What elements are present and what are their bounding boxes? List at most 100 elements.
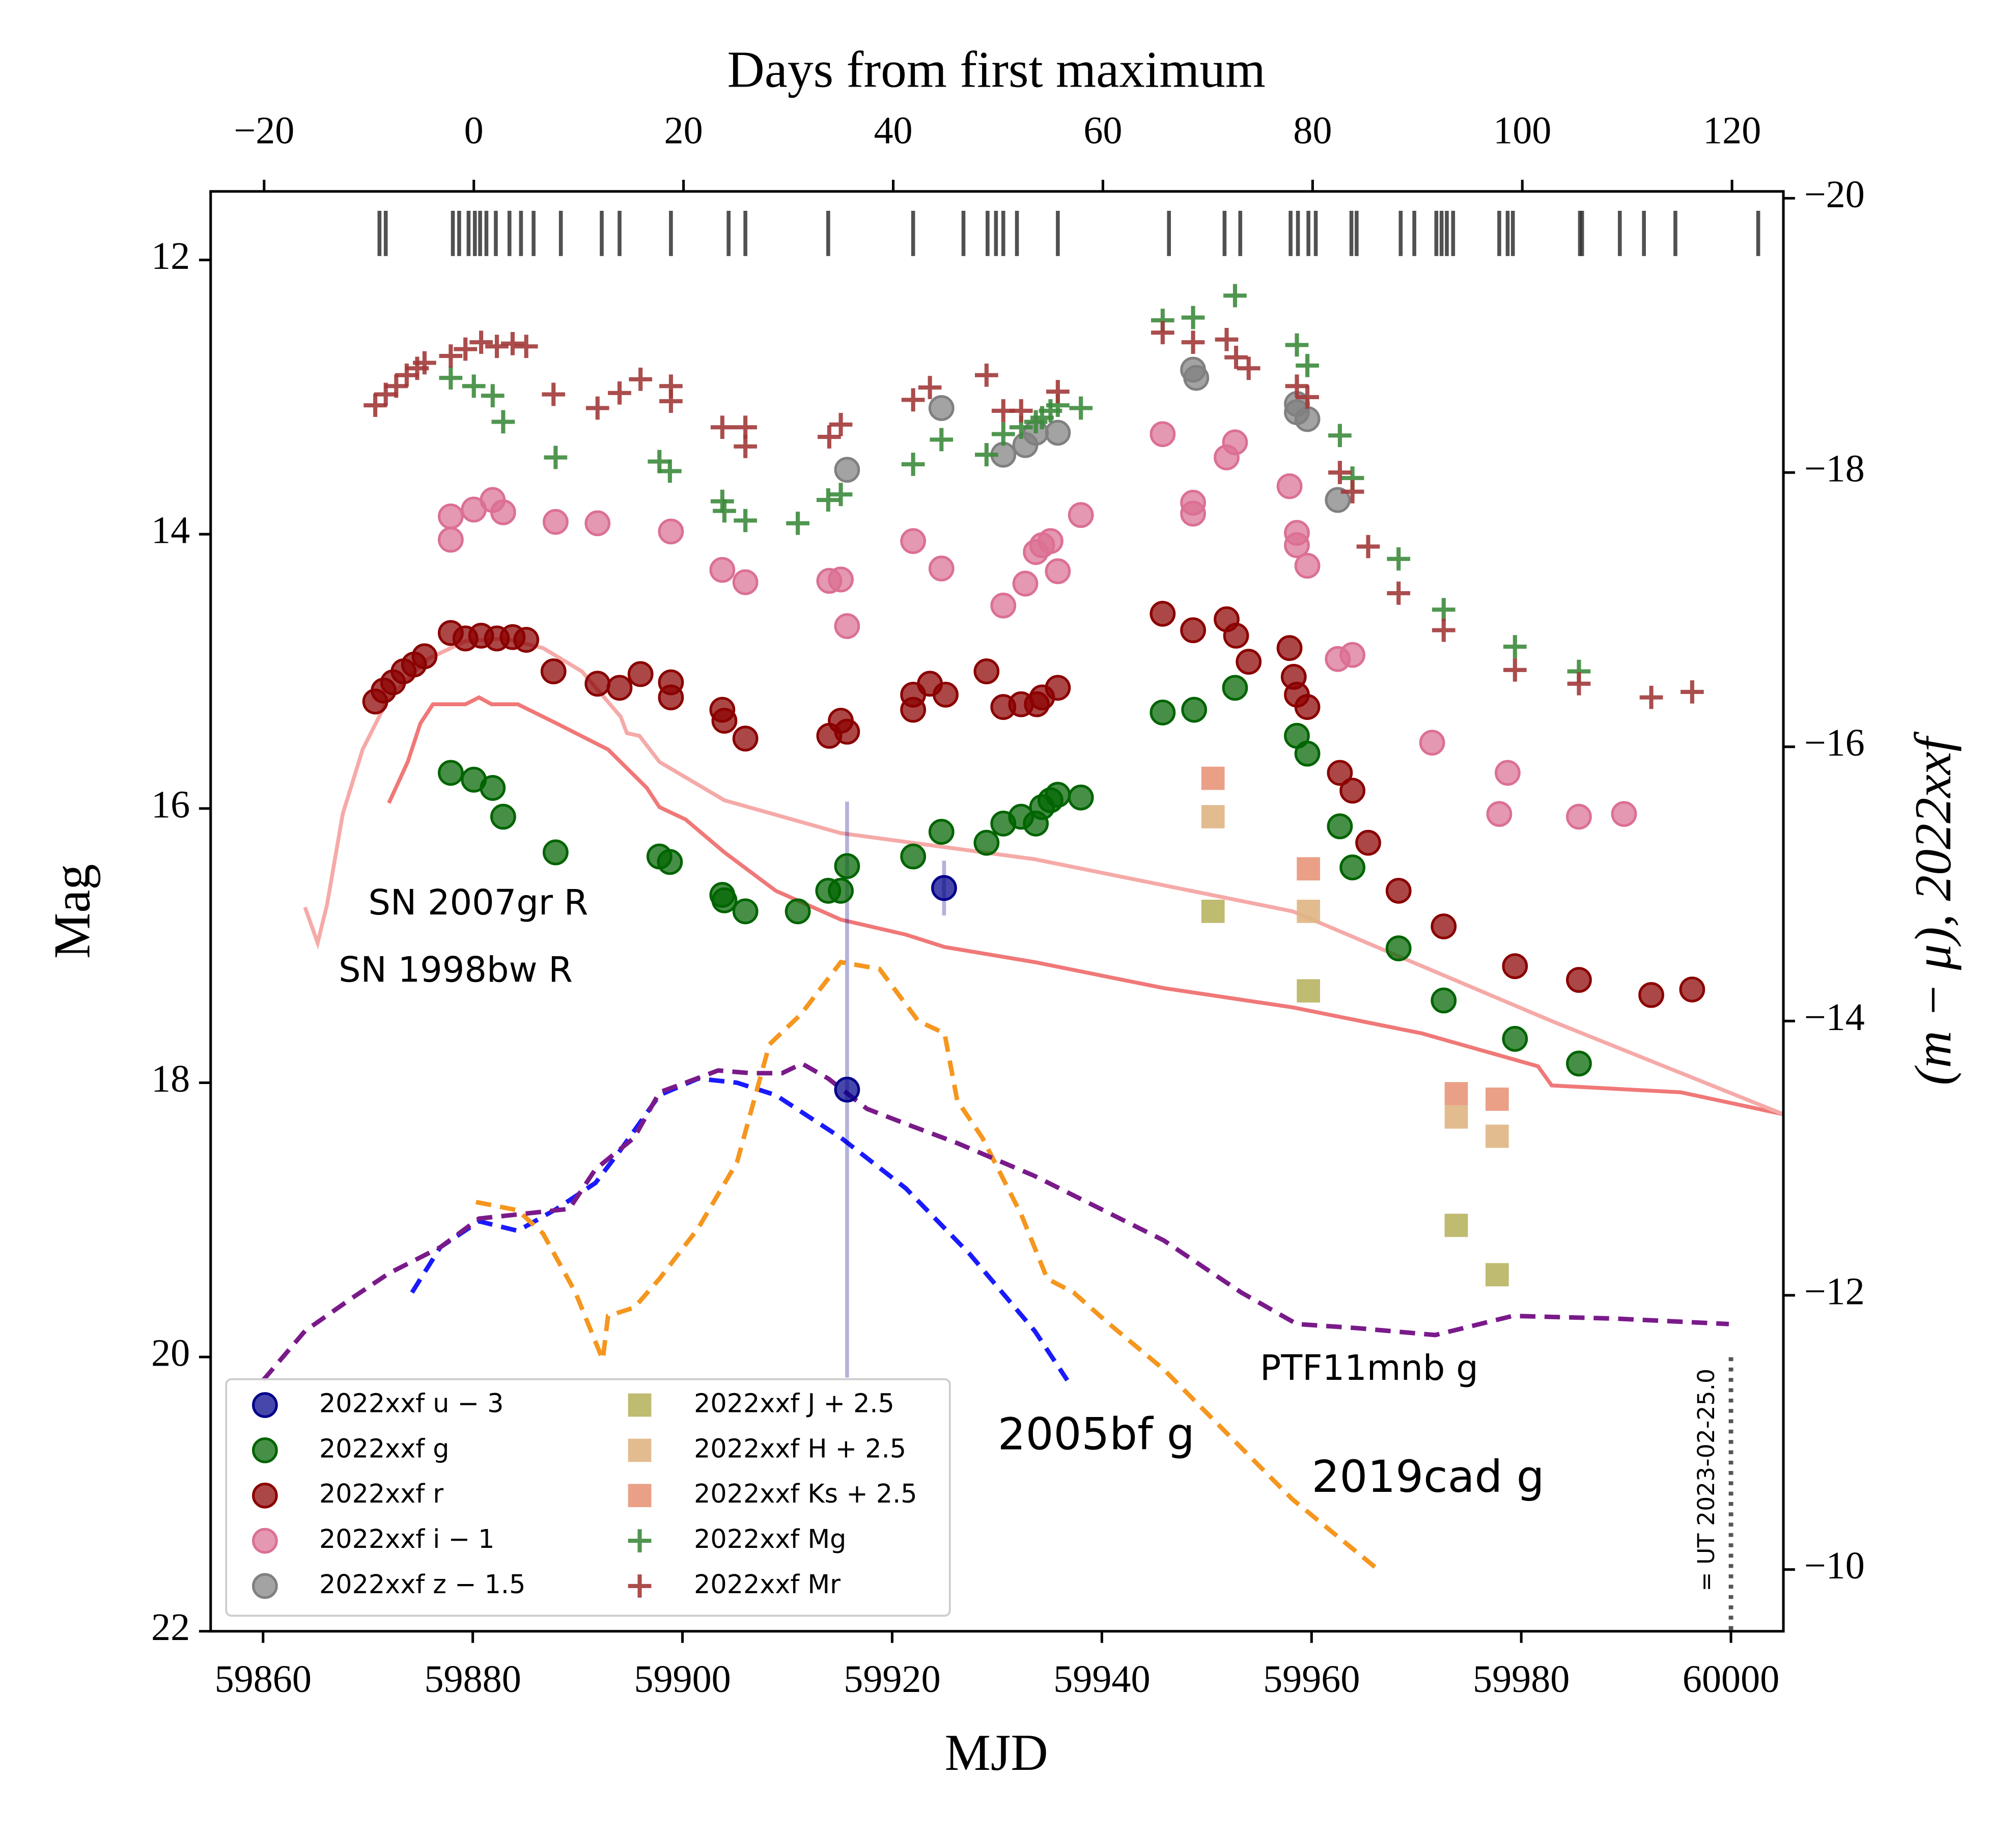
data-point [1681, 680, 1704, 704]
data-point [1294, 552, 1321, 579]
data-point [732, 726, 759, 752]
legend-marker [628, 1574, 652, 1598]
y-tick-label: 12 [151, 235, 190, 277]
data-point [1180, 501, 1206, 527]
data-point [469, 330, 493, 354]
data-point [1502, 1025, 1528, 1052]
data-point [1201, 805, 1225, 828]
template-line [261, 1061, 1729, 1382]
data-point [1385, 878, 1412, 904]
top-x-tick-label: −20 [234, 109, 294, 152]
data-point [834, 718, 860, 745]
y-tick-label: 16 [151, 783, 190, 826]
data-point [542, 382, 566, 406]
data-point [454, 337, 478, 361]
data-point [900, 697, 927, 723]
template-label: 2005bf g [998, 1409, 1195, 1460]
data-point [1046, 380, 1070, 403]
plot-frame [209, 190, 1785, 1633]
y2-tick-label: −10 [1804, 1544, 1865, 1587]
data-point [1181, 330, 1205, 354]
legend-marker [252, 1573, 278, 1599]
data-point [608, 381, 631, 405]
data-point [928, 819, 955, 845]
data-point [1223, 623, 1249, 649]
data-point [1355, 829, 1381, 856]
legend-label: 2022xxf Ks + 2.5 [694, 1479, 917, 1509]
data-point [1639, 685, 1663, 709]
data-point [918, 376, 942, 399]
x-tick-label: 59960 [1263, 1658, 1360, 1701]
data-point [627, 661, 654, 687]
data-point [933, 681, 959, 708]
data-point [1296, 354, 1319, 377]
data-point [659, 390, 683, 413]
data-point [1567, 672, 1591, 696]
legend-label: 2022xxf H + 2.5 [694, 1433, 906, 1463]
legend-marker [252, 1437, 278, 1463]
data-point [438, 526, 464, 553]
top-x-tick-label: 120 [1703, 109, 1761, 152]
data-point [1296, 385, 1319, 409]
data-point [462, 374, 486, 398]
reference-label: = UT 2023-02-25.0 [1693, 1369, 1720, 1592]
data-point [785, 898, 811, 925]
data-point [1328, 424, 1352, 448]
y2-tick-label: −20 [1804, 173, 1865, 216]
x-tick-label: 59940 [1053, 1658, 1150, 1701]
legend-marker [252, 1392, 278, 1418]
data-point [544, 446, 568, 469]
data-point [438, 503, 464, 530]
data-point [930, 428, 954, 452]
legend-marker [628, 1529, 652, 1552]
data-point [1150, 601, 1176, 627]
data-point [1236, 649, 1262, 675]
y-axis-label: Mag [44, 864, 101, 959]
data-point [1339, 777, 1365, 804]
data-point [1485, 1087, 1509, 1111]
data-point [491, 410, 515, 434]
data-point [658, 684, 684, 711]
data-point [834, 1076, 860, 1103]
data-point [1485, 1263, 1509, 1287]
data-point [1679, 976, 1705, 1003]
data-point [1068, 502, 1094, 528]
data-point [1431, 987, 1457, 1014]
data-point [657, 849, 683, 875]
x-tick-label: 59920 [844, 1658, 940, 1701]
data-point [1444, 1082, 1468, 1105]
data-point [501, 332, 524, 355]
data-point [732, 569, 759, 595]
data-point [1566, 967, 1592, 993]
data-point [384, 374, 408, 398]
data-point [1151, 321, 1174, 345]
data-point [1638, 982, 1664, 1008]
data-point [1387, 547, 1411, 571]
data-point [1431, 913, 1457, 939]
legend-box [225, 1378, 951, 1617]
plot-marks [261, 211, 1784, 1631]
data-point [1285, 374, 1309, 398]
data-point [991, 422, 1015, 446]
data-point [711, 887, 738, 913]
data-point [974, 363, 998, 387]
template-line [387, 695, 1784, 1117]
data-point [901, 388, 925, 412]
y-tick-label: 20 [151, 1332, 190, 1375]
data-point [1223, 284, 1247, 308]
legend-label: 2022xxf z − 1.5 [319, 1569, 525, 1599]
y2-tick-label: −16 [1804, 721, 1865, 764]
data-point [658, 459, 682, 483]
data-point [1068, 784, 1094, 811]
data-point [1237, 356, 1261, 380]
data-point [710, 415, 734, 439]
legend-marker [628, 1438, 652, 1462]
data-point [828, 878, 854, 904]
data-point [900, 843, 927, 870]
data-point [1503, 635, 1527, 658]
data-point [1327, 813, 1353, 840]
x-tick-label: 59860 [215, 1658, 312, 1701]
data-point [481, 384, 505, 408]
top-x-tick-label: 80 [1293, 109, 1332, 152]
